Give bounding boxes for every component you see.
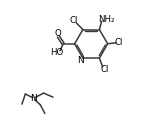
Text: HO: HO [50,48,63,57]
Text: N: N [77,56,83,65]
Text: Cl: Cl [70,16,78,25]
Text: Cl: Cl [115,38,123,47]
Text: Cl: Cl [101,65,109,74]
Text: NH₂: NH₂ [98,15,114,25]
Text: O: O [54,29,61,38]
Text: N: N [31,94,37,103]
